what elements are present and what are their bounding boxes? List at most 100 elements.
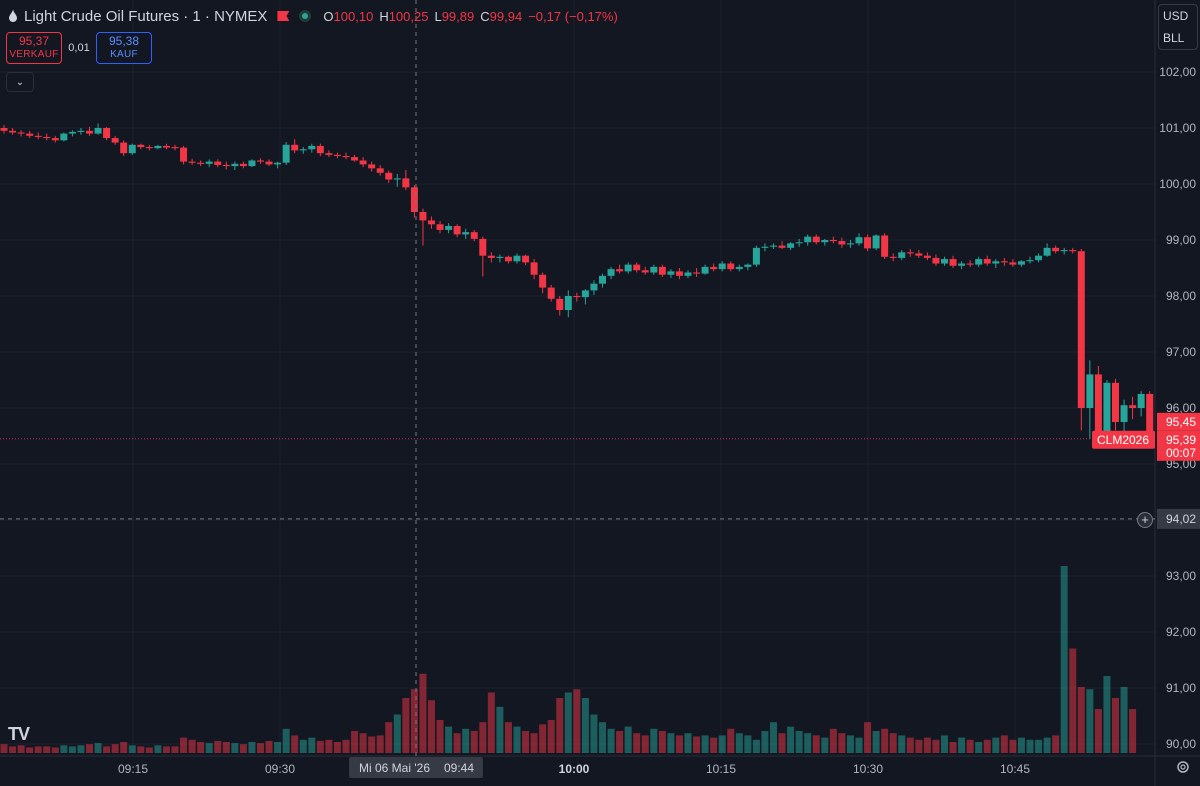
- candle-body: [43, 136, 51, 139]
- current-price-box: [1157, 430, 1200, 461]
- chart-header: Light Crude Oil Futures · 1 · NYMEX O100…: [8, 4, 618, 28]
- candle-body: [137, 144, 145, 148]
- volume-bar: [838, 733, 846, 753]
- candle-body: [462, 232, 470, 235]
- candle-body: [941, 259, 948, 264]
- time-axis-label: 10:00: [559, 762, 590, 776]
- candle-body: [402, 178, 410, 188]
- candle-body: [308, 145, 316, 150]
- candle-body: [906, 252, 914, 254]
- sell-label: VERKAUF: [9, 49, 59, 60]
- price-axis-label: 100,00: [1159, 177, 1196, 191]
- volume-bar: [1009, 739, 1017, 753]
- volume-bar: [462, 728, 470, 753]
- gear-icon[interactable]: [1175, 759, 1191, 775]
- candle-body: [675, 271, 683, 276]
- volume-bar: [855, 737, 863, 753]
- volume-bar: [257, 743, 264, 753]
- volume-bar: [385, 722, 393, 753]
- candle-body: [291, 144, 299, 151]
- candle-body: [641, 270, 649, 273]
- candle-body: [94, 128, 102, 134]
- volume-bar: [325, 739, 333, 753]
- volume-bar: [795, 731, 803, 753]
- volume-bar: [821, 737, 829, 753]
- candle-body: [770, 245, 777, 247]
- candle-body: [966, 263, 974, 265]
- volume-bar: [650, 728, 658, 753]
- volume-bar: [616, 731, 624, 753]
- unit-label[interactable]: BLL: [1163, 31, 1185, 45]
- volume-bar: [351, 731, 359, 753]
- price-axis-label: 90,00: [1166, 737, 1196, 751]
- candle-body: [983, 259, 991, 264]
- flag-icon[interactable]: [277, 11, 290, 21]
- candle-body: [761, 246, 769, 248]
- volume-bar: [590, 714, 598, 753]
- candle-body: [231, 163, 239, 167]
- candle-body: [752, 247, 760, 265]
- candle-body: [1077, 251, 1085, 408]
- volume-bar: [299, 739, 307, 753]
- volume-bar: [436, 720, 444, 753]
- candle-body: [581, 290, 589, 298]
- volume-bar: [975, 742, 983, 753]
- sell-button[interactable]: 95,37 VERKAUF: [6, 32, 62, 64]
- volume-bar: [556, 698, 564, 753]
- volume-bar: [231, 743, 239, 753]
- volume-bar: [1069, 648, 1077, 753]
- volume-bar: [308, 737, 316, 753]
- volume-bar: [128, 745, 136, 753]
- candle-body: [128, 144, 136, 154]
- volume-bar: [547, 720, 555, 753]
- candle-body: [1129, 405, 1137, 408]
- candle-body: [513, 255, 521, 262]
- ohlc-values: O100,10 H100,25 L99,89 C99,94 −0,17 (−0,…: [323, 8, 618, 24]
- candle-body: [188, 161, 196, 163]
- volume-bar: [1129, 709, 1137, 753]
- candle-body: [0, 128, 8, 131]
- volume-bar: [180, 737, 188, 753]
- volume-bar: [624, 726, 632, 753]
- price-axis-label: 92,00: [1166, 625, 1196, 639]
- candle-body: [701, 266, 709, 274]
- candle-body: [1060, 250, 1068, 252]
- tradingview-logo[interactable]: TV: [8, 724, 30, 744]
- price-axis-label: 102,00: [1159, 65, 1196, 79]
- candle-body: [1086, 374, 1094, 408]
- volume-bar: [282, 728, 290, 753]
- candle-body: [51, 138, 59, 141]
- candle-body: [855, 237, 863, 244]
- volume-bar: [718, 735, 726, 753]
- volume-bar: [479, 722, 487, 753]
- candle-body: [376, 168, 384, 173]
- volume-bar: [1052, 735, 1060, 753]
- chevron-down-icon: ⌄: [15, 76, 25, 88]
- volume-bar: [137, 746, 145, 753]
- volume-bar: [1120, 687, 1128, 753]
- collapse-legend-button[interactable]: ⌄: [6, 72, 34, 92]
- volume-bar: [1035, 739, 1043, 753]
- market-open-icon: [299, 10, 312, 22]
- volume-bar: [701, 735, 709, 753]
- add-alert-plus-icon[interactable]: +: [1137, 512, 1153, 528]
- symbol-title[interactable]: Light Crude Oil Futures · 1 · NYMEX: [24, 7, 268, 25]
- volume-bar: [684, 733, 692, 753]
- volume-bar: [445, 726, 453, 753]
- candle-body: [470, 232, 478, 239]
- crosshair-price-label: 94,02: [1166, 512, 1196, 526]
- currency-label[interactable]: USD: [1163, 9, 1189, 23]
- price-axis-label: 97,00: [1166, 345, 1196, 359]
- currency-unit-selector[interactable]: USD BLL: [1158, 4, 1198, 50]
- buy-button[interactable]: 95,38 KAUF: [96, 32, 152, 64]
- volume-bar: [564, 692, 572, 753]
- candle-body: [26, 133, 34, 136]
- time-axis-label: 09:30: [265, 762, 295, 776]
- candle-body: [410, 187, 418, 212]
- candle-body: [547, 287, 555, 299]
- candle-body: [1120, 405, 1128, 422]
- candle-body: [180, 147, 188, 162]
- volume-bar: [1094, 709, 1102, 753]
- volume-bar: [1077, 687, 1085, 753]
